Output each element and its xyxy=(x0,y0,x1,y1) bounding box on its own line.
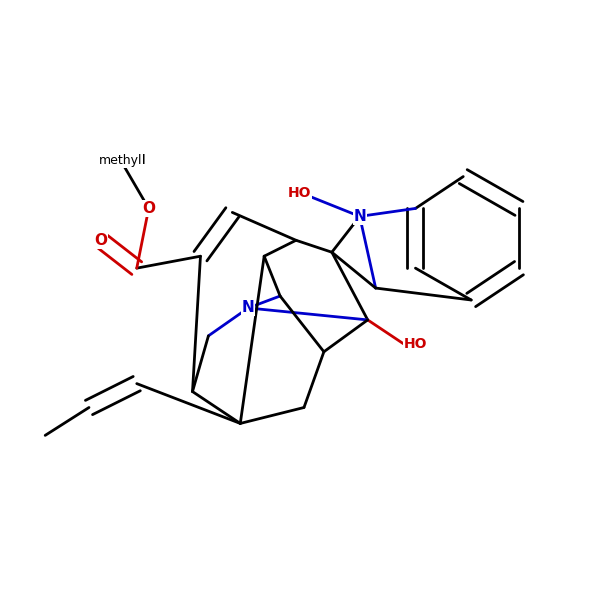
Text: N: N xyxy=(242,301,254,316)
Text: methyl: methyl xyxy=(99,154,143,167)
Text: O: O xyxy=(142,201,155,216)
Text: HO: HO xyxy=(404,337,427,351)
Text: N: N xyxy=(353,209,366,224)
Text: O: O xyxy=(94,233,107,248)
Text: methyl: methyl xyxy=(97,154,145,167)
Text: HO: HO xyxy=(288,185,312,199)
